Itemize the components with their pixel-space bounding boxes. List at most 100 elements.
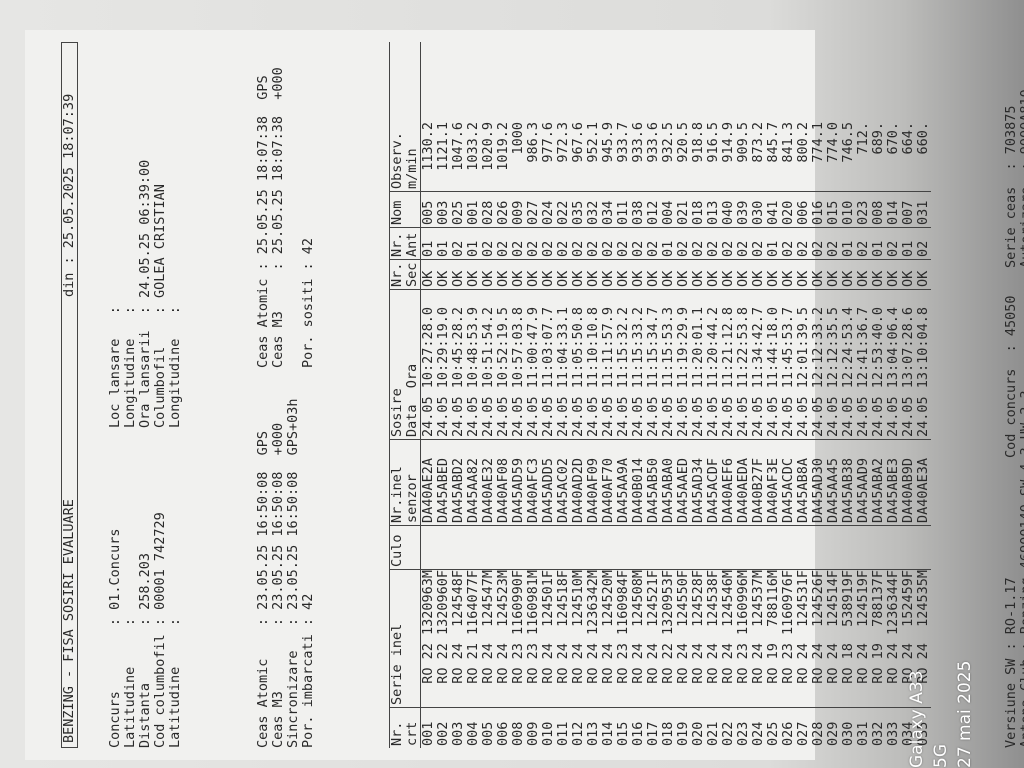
cell: OK bbox=[856, 260, 871, 290]
table-row: 028 RO 24 124526F DA45AD30 24.05 12:12:33.2… bbox=[811, 42, 826, 748]
cell: RO 18 538919F bbox=[841, 570, 856, 708]
cell: 24.05 12:01:39.5 bbox=[796, 290, 811, 440]
cell: 033 bbox=[886, 721, 901, 746]
header-text: Serie inel bbox=[390, 623, 405, 705]
table-row: 033 RO 24 1236344F DA45ABE3 24.05 13:04:06.… bbox=[886, 42, 901, 748]
cell: RO 24 124526F bbox=[811, 570, 826, 708]
cell: 670. bbox=[886, 122, 901, 192]
cell: 004 bbox=[466, 721, 481, 746]
footer: Versiune SW : RO-1.17 Cod concurs : 45050… bbox=[1003, 42, 1024, 748]
empty-cell bbox=[451, 526, 466, 570]
column-header: Sosire Data Ora bbox=[390, 290, 420, 440]
table-row: 003 RO 24 124548F DA45ABD2 24.05 10:45:28.2… bbox=[451, 42, 466, 748]
cell: 24.05 11:11:57.9 bbox=[601, 290, 616, 440]
cell: 933.6 bbox=[646, 122, 661, 192]
cell: RO 24 124520M bbox=[601, 570, 616, 708]
cell: OK bbox=[436, 260, 451, 290]
cell: 24.05 11:15:32.2 bbox=[616, 290, 631, 440]
cell: RO 24 124508M bbox=[631, 570, 646, 708]
cell: DA40AEF6 bbox=[721, 440, 736, 526]
empty-cell bbox=[511, 526, 526, 570]
empty-cell bbox=[796, 526, 811, 570]
table-row: 019 RO 24 124550F DA45AAED 24.05 11:19:29.9… bbox=[676, 42, 691, 748]
cell: 24.05 11:34:42.7 bbox=[751, 290, 766, 440]
cell: 017 bbox=[646, 721, 661, 746]
table-row: 025 RO 19 788116M DA40AF3E 24.05 11:44:18.0… bbox=[766, 42, 781, 748]
cell: OK bbox=[616, 260, 631, 290]
cell: 02 bbox=[586, 228, 601, 260]
text-line: Ceas Atomic : 23.05.25 16:50:08 GPS Ceas … bbox=[255, 42, 271, 748]
cell: RO 24 124514F bbox=[826, 570, 841, 708]
footer-line: Antena Club : Benzing 46900140 SW-4.3 HW… bbox=[1018, 42, 1024, 748]
table-row: 012 RO 24 124510M DA40AD2D 24.05 11:05:50.8… bbox=[571, 42, 586, 748]
empty-cell bbox=[856, 526, 871, 570]
cell: 24.05 10:48:53.9 bbox=[466, 290, 481, 440]
cell: RO 22 1320963M bbox=[421, 570, 436, 708]
cell: RO 24 124521F bbox=[646, 570, 661, 708]
cell: 845.7 bbox=[766, 122, 781, 192]
footer-text: Antena Club : Benzing 46900140 SW-4.3 HW… bbox=[1018, 390, 1024, 748]
cell: DA45ABED bbox=[436, 440, 451, 526]
cell: 01 bbox=[766, 228, 781, 260]
cell: 006 bbox=[496, 721, 511, 746]
cell: 018 bbox=[661, 721, 676, 746]
cell: DA40AB9D bbox=[901, 440, 916, 526]
cell: 986.3 bbox=[526, 122, 541, 192]
header-text: senzor bbox=[405, 474, 420, 523]
cell: OK bbox=[841, 260, 856, 290]
cell: 909.5 bbox=[736, 122, 751, 192]
cell: DA45AD30 bbox=[811, 440, 826, 526]
cell: RO 23 1160976F bbox=[781, 570, 796, 708]
cell: 003 bbox=[436, 192, 451, 228]
right-text: Loc lansare : bbox=[107, 306, 123, 428]
cell: 01 bbox=[841, 228, 856, 260]
table-row: 015 RO 23 1160984F DA45AA9A 24.05 11:15:32.… bbox=[616, 42, 631, 748]
cell: 011 bbox=[556, 721, 571, 746]
cell: 24.05 11:03:07.7 bbox=[541, 290, 556, 440]
cell: 24.05 11:20:01.1 bbox=[691, 290, 706, 440]
column-header: Nr. Sec bbox=[390, 260, 420, 290]
right-text: Longitudine : bbox=[122, 306, 138, 428]
cell: 24.05 10:29:19.0 bbox=[436, 290, 451, 440]
left-text: Ceas Atomic : 23.05.25 16:50:08 GPS bbox=[255, 431, 271, 748]
cell: 02 bbox=[601, 228, 616, 260]
cell: 008 bbox=[511, 721, 526, 746]
cell: 932.5 bbox=[661, 122, 676, 192]
cell: RO 19 788137F bbox=[871, 570, 886, 708]
cell: DA45AAED bbox=[676, 440, 691, 526]
footer-line: Versiune SW : RO-1.17 Cod concurs : 45050… bbox=[1003, 42, 1019, 748]
cell: DA45ABD2 bbox=[451, 440, 466, 526]
table-row: 029 RO 24 124514F DA45AA45 24.05 12:12:35.5… bbox=[826, 42, 841, 748]
cell: 029 bbox=[826, 721, 841, 746]
empty-cell bbox=[706, 526, 721, 570]
cell: 933.7 bbox=[616, 122, 631, 192]
table-row: 008 RO 23 1160990F DA45AD59 24.05 10:57:03.… bbox=[511, 42, 526, 748]
cell: OK bbox=[601, 260, 616, 290]
table-row: 032 RO 19 788137F DA45ABA2 24.05 12:53:40.0… bbox=[871, 42, 886, 748]
cell: 02 bbox=[496, 228, 511, 260]
cell: 010 bbox=[841, 192, 856, 228]
cell: 024 bbox=[751, 721, 766, 746]
table-row: 021 RO 24 124538F DA45ACDF 24.05 11:20:44.2… bbox=[706, 42, 721, 748]
cell: DA45ABA0 bbox=[661, 440, 676, 526]
empty-cell bbox=[556, 526, 571, 570]
table-row: 005 RO 24 124547M DA40AE32 24.05 10:51:54.2… bbox=[481, 42, 496, 748]
cell: 008 bbox=[871, 192, 886, 228]
cell: OK bbox=[871, 260, 886, 290]
cell: 028 bbox=[811, 721, 826, 746]
header-text: Ant bbox=[405, 232, 420, 257]
left-text: Distanta : 258.203 bbox=[137, 552, 153, 748]
empty-cell bbox=[496, 526, 511, 570]
cell: 933.6 bbox=[631, 122, 646, 192]
cell: 031 bbox=[916, 192, 931, 228]
cell: RO 23 1160990F bbox=[511, 570, 526, 708]
cell: 952.1 bbox=[586, 122, 601, 192]
cell: DA45ACDC bbox=[781, 440, 796, 526]
cell: DA40AEDA bbox=[736, 440, 751, 526]
cell: 918.8 bbox=[691, 122, 706, 192]
cell: 002 bbox=[436, 721, 451, 746]
cell: 24.05 10:52:19.5 bbox=[496, 290, 511, 440]
cell: 712. bbox=[856, 122, 871, 192]
cell: 026 bbox=[781, 721, 796, 746]
header-text: Observ. bbox=[390, 132, 405, 189]
